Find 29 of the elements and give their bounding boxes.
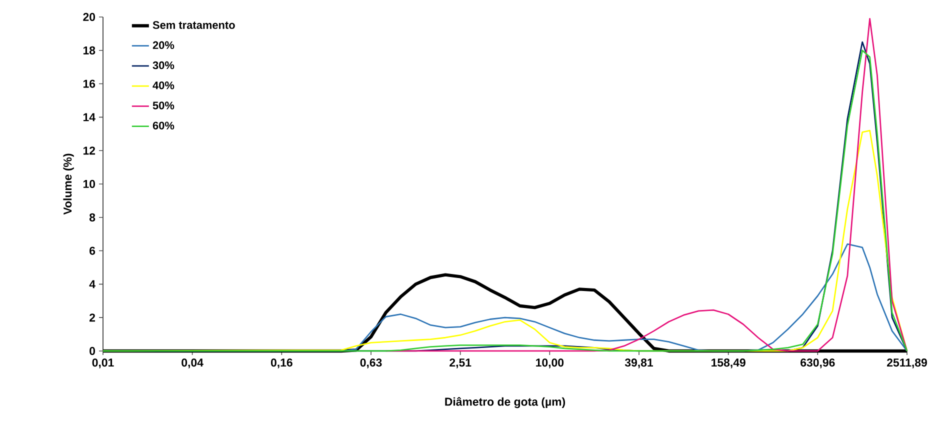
y-axis-title: Volume (%) bbox=[63, 154, 74, 215]
x-tick-label: 0,63 bbox=[360, 358, 382, 368]
x-tick-label: 0,16 bbox=[270, 358, 292, 368]
y-tick-label: 12 bbox=[83, 146, 96, 155]
x-tick-label: 630,96 bbox=[800, 358, 835, 368]
y-tick-label: 2 bbox=[90, 314, 96, 322]
y-tick-label: 18 bbox=[83, 46, 96, 54]
y-tick-label: 8 bbox=[89, 213, 96, 222]
y-tick-label: 4 bbox=[89, 280, 96, 288]
legend-label: 60% bbox=[152, 122, 174, 130]
x-axis-title: Diâmetro de gota (µm) bbox=[445, 397, 566, 408]
x-tick-label: 2511,89 bbox=[887, 358, 927, 368]
y-tick-label: 16 bbox=[83, 80, 96, 88]
x-tick-label: 10,00 bbox=[536, 358, 564, 368]
x-tick-label: 0,01 bbox=[92, 358, 114, 368]
y-tick-label: 20 bbox=[83, 12, 96, 22]
y-tick-label: 10 bbox=[83, 180, 96, 188]
legend-label: 30% bbox=[152, 61, 174, 70]
x-tick-label: 158,49 bbox=[712, 358, 746, 368]
x-tick-label: 39,81 bbox=[624, 358, 654, 368]
legend-label: 50% bbox=[152, 102, 174, 110]
y-tick-label: 14 bbox=[83, 113, 96, 122]
legend-label: 40% bbox=[152, 82, 174, 90]
legend-label: Sem tratamento bbox=[152, 21, 235, 29]
x-tick-label: 0,04 bbox=[182, 358, 204, 368]
y-tick-label: 6 bbox=[90, 246, 96, 255]
y-tick-label: 0 bbox=[90, 346, 96, 356]
legend-label: 20% bbox=[152, 41, 174, 50]
x-tick-label: 2,51 bbox=[450, 358, 472, 368]
